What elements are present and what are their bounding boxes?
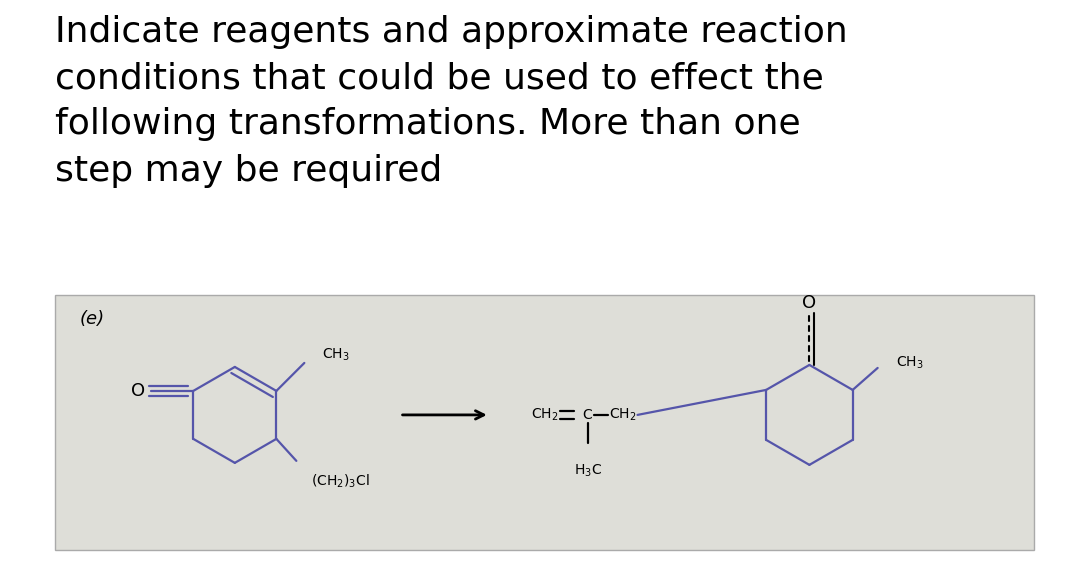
- Bar: [55, 295, 1035, 550]
- Text: H$_3$C: H$_3$C: [573, 463, 602, 479]
- Text: (CH$_2$)$_3$Cl: (CH$_2$)$_3$Cl: [311, 473, 369, 490]
- Text: O: O: [802, 294, 816, 312]
- Text: C: C: [583, 408, 593, 422]
- Text: O: O: [132, 382, 146, 400]
- Text: Indicate reagents and approximate reaction
conditions that could be used to effe: Indicate reagents and approximate reacti…: [55, 15, 848, 188]
- Text: CH$_2$: CH$_2$: [531, 407, 558, 423]
- Text: CH$_3$: CH$_3$: [322, 347, 350, 363]
- Text: (e): (e): [80, 310, 105, 328]
- Text: CH$_2$: CH$_2$: [609, 407, 636, 423]
- Text: CH$_3$: CH$_3$: [895, 355, 923, 371]
